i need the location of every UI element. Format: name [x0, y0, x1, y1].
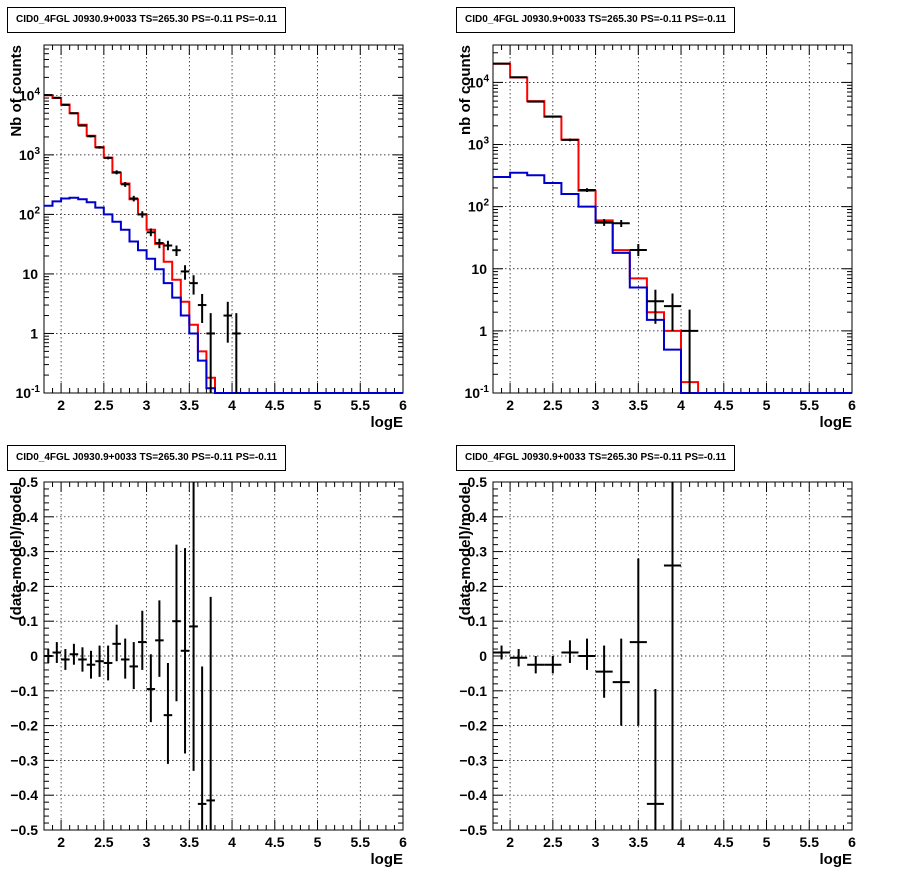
x-tick-label: 4 — [677, 397, 685, 413]
y-tick-label: −0.5 — [10, 822, 38, 838]
y-tick-label: 10-1 — [16, 384, 41, 401]
x-tick-label: 3.5 — [629, 834, 649, 850]
chart-title: CID0_4FGL J0930.9+0033 TS=265.30 PS=-0.1… — [7, 445, 287, 471]
chart-bottom-left: 2 2.5 3 3.5 4 4.5 5 5.5 6 −0.5 −0.4 −0.3 −0.2 −0.1 0 0.… — [8, 474, 407, 868]
x-tick-label: 4 — [228, 397, 236, 413]
x-tick-label: 5.5 — [800, 834, 820, 850]
x-tick-label: 3 — [143, 834, 151, 850]
x-tick-label: 5.5 — [351, 397, 371, 413]
y-tick-label: −0.4 — [10, 787, 38, 803]
y-tick-label: 102 — [468, 198, 490, 215]
x-tick-label: 6 — [848, 397, 856, 413]
y-tick-label: 10 — [471, 261, 487, 277]
chart-bottom-right: 2 2.5 3 3.5 4 4.5 5 5.5 6 −0.5 −0.4 −0.3 −0.2 −0.1 0 0.… — [457, 474, 856, 868]
y-tick-label: 0.2 — [468, 578, 488, 594]
y-tick-label: −0.3 — [459, 752, 487, 768]
chart-title: CID0_4FGL J0930.9+0033 TS=265.30 PS=-0.1… — [7, 7, 287, 33]
y-tick-label: −0.5 — [459, 822, 487, 838]
y-tick-label: −0.1 — [459, 683, 487, 699]
y-tick-label: 103 — [19, 146, 41, 163]
y-tick-label: 104 — [19, 86, 41, 103]
x-axis-title: logE — [820, 414, 853, 431]
x-tick-label: 3.5 — [180, 397, 200, 413]
y-tick-label: 0.1 — [468, 613, 488, 629]
x-tick-label: 4.5 — [265, 834, 285, 850]
histogram-series-line — [44, 196, 403, 394]
y-tick-label: 0.3 — [19, 544, 39, 560]
x-tick-label: 2 — [506, 397, 514, 413]
panel-top-right: 2 2.5 3 3.5 4 4.5 5 5.5 6 10-1 1 10 102 103 104 logE nb … — [449, 0, 898, 438]
x-tick-label: 5.5 — [351, 834, 371, 850]
x-tick-label: 6 — [399, 397, 407, 413]
y-tick-label: 0.4 — [468, 509, 488, 525]
x-tick-label: 5 — [763, 834, 771, 850]
x-tick-label: 4.5 — [265, 397, 285, 413]
y-axis-title: nb of counts — [457, 45, 474, 135]
x-tick-label: 5 — [314, 397, 322, 413]
x-tick-label: 4 — [228, 834, 236, 850]
x-tick-label: 2.5 — [94, 397, 114, 413]
y-tick-label: 104 — [468, 73, 490, 90]
x-tick-label: 4.5 — [714, 834, 734, 850]
plot-frame — [492, 44, 853, 394]
panel-bottom-left: 2 2.5 3 3.5 4 4.5 5 5.5 6 −0.5 −0.4 −0.3 −0.2 −0.1 0 0.… — [0, 438, 449, 875]
y-tick-label: −0.2 — [459, 718, 487, 734]
y-tick-label: 0.2 — [19, 578, 39, 594]
x-tick-label: 5 — [763, 397, 771, 413]
y-tick-label: 0.3 — [468, 544, 488, 560]
y-axis-title: (data-model)/model — [8, 482, 25, 620]
chart-top-right: 2 2.5 3 3.5 4 4.5 5 5.5 6 10-1 1 10 102 103 104 logE nb … — [457, 44, 856, 431]
x-axis-title: logE — [820, 851, 853, 868]
histogram-series-line — [44, 94, 403, 394]
y-tick-label: 10 — [22, 266, 38, 282]
panel-top-left: 2 2.5 3 3.5 4 4.5 5 5.5 6 10-1 1 10 102 103 104 logE Nb … — [0, 0, 449, 438]
x-tick-label: 3 — [592, 834, 600, 850]
x-tick-label: 2 — [506, 834, 514, 850]
y-tick-label: 0 — [479, 648, 487, 664]
chart-top-left: 2 2.5 3 3.5 4 4.5 5 5.5 6 10-1 1 10 102 103 104 logE Nb … — [8, 44, 407, 431]
x-axis-title: logE — [371, 414, 404, 431]
x-tick-label: 4 — [677, 834, 685, 850]
x-tick-label: 2.5 — [94, 834, 114, 850]
x-tick-label: 3 — [592, 397, 600, 413]
x-axis-title: logE — [371, 851, 404, 868]
histogram-series-line — [493, 171, 852, 394]
x-tick-label: 2 — [57, 834, 65, 850]
y-tick-label: 0 — [30, 648, 38, 664]
y-tick-label: 10-1 — [465, 384, 490, 401]
y-tick-label: 102 — [19, 205, 41, 222]
panel-bottom-right: 2 2.5 3 3.5 4 4.5 5 5.5 6 −0.5 −0.4 −0.3 −0.2 −0.1 0 0.… — [449, 438, 898, 875]
x-tick-label: 4.5 — [714, 397, 734, 413]
y-tick-label: −0.3 — [10, 752, 38, 768]
x-tick-label: 6 — [848, 834, 856, 850]
y-tick-label: 0.5 — [468, 474, 488, 490]
chart-title: CID0_4FGL J0930.9+0033 TS=265.30 PS=-0.1… — [456, 445, 736, 471]
y-tick-label: 103 — [468, 136, 490, 153]
x-tick-label: 3.5 — [180, 834, 200, 850]
plot-frame — [43, 44, 404, 394]
y-axis-title: (data-model)/model — [457, 482, 474, 620]
x-tick-label: 2.5 — [543, 397, 563, 413]
y-tick-label: 0.5 — [19, 474, 39, 490]
x-tick-label: 5.5 — [800, 397, 820, 413]
chart-title: CID0_4FGL J0930.9+0033 TS=265.30 PS=-0.1… — [456, 7, 736, 33]
x-tick-label: 6 — [399, 834, 407, 850]
y-axis-title: Nb of counts — [8, 45, 25, 137]
y-tick-label: −0.2 — [10, 718, 38, 734]
y-tick-label: 1 — [479, 323, 487, 339]
y-tick-label: 0.1 — [19, 613, 39, 629]
x-tick-label: 3 — [143, 397, 151, 413]
y-tick-label: −0.4 — [459, 787, 487, 803]
x-tick-label: 5 — [314, 834, 322, 850]
x-tick-label: 3.5 — [629, 397, 649, 413]
x-tick-label: 2 — [57, 397, 65, 413]
histogram-series-line — [493, 62, 852, 394]
y-tick-label: 1 — [30, 325, 38, 341]
x-tick-label: 2.5 — [543, 834, 563, 850]
y-tick-label: −0.1 — [10, 683, 38, 699]
y-tick-label: 0.4 — [19, 509, 39, 525]
